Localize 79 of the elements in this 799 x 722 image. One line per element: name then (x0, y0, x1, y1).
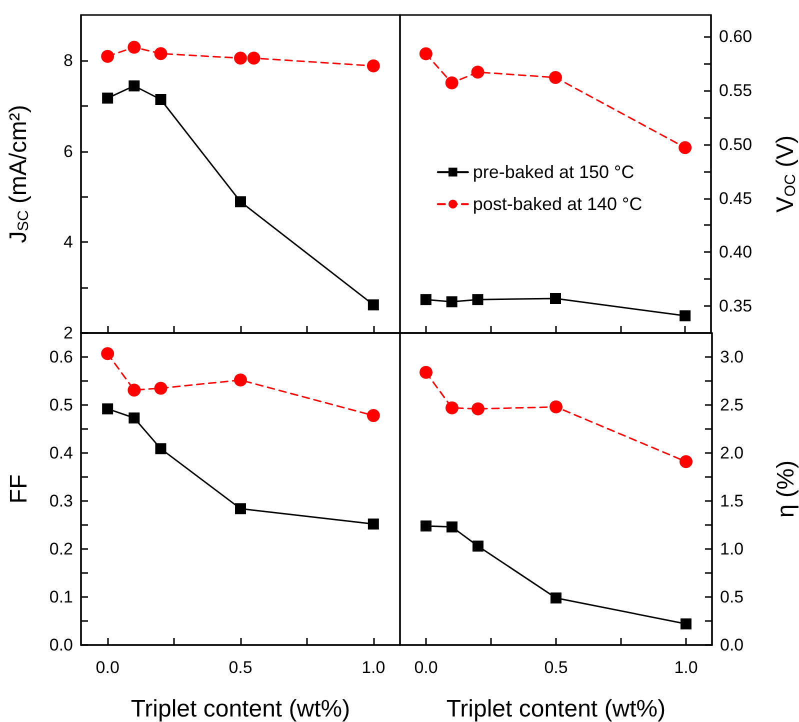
point (128, 80, 140, 92)
y-tick-label: 0.5 (720, 588, 744, 606)
y-tick-label: 0.55 (719, 80, 752, 100)
y-tick-label: 0.3 (49, 492, 73, 510)
point (368, 518, 379, 530)
y-axis-title: η (%) (772, 460, 799, 518)
point (154, 382, 168, 395)
point (128, 40, 141, 54)
point (680, 455, 692, 468)
y-tick-label: 0.0 (49, 636, 73, 654)
y-tick-label: 0.60 (719, 27, 752, 46)
x-tick-label: 1.0 (362, 658, 386, 677)
point (549, 71, 562, 84)
y-tick-label: 0.40 (719, 242, 752, 262)
point (154, 47, 168, 60)
x-axis-title: Triplet content (wt%) (130, 696, 350, 722)
point (155, 94, 166, 105)
point (235, 503, 246, 514)
x-tick-label: 0.5 (544, 658, 568, 677)
x-tick-label: 1.0 (674, 658, 698, 677)
y-axis-title: JSC (mA/cm²) (5, 104, 32, 244)
legend-label: pre-baked at 150 °C (472, 162, 634, 182)
y-tick-label: 1.5 (720, 492, 744, 510)
x-tick-label: 0.0 (414, 658, 438, 677)
y-tick-label: 0.4 (49, 444, 73, 462)
point (419, 47, 432, 60)
legend-label: post-baked at 140 °C (472, 194, 642, 214)
y-tick-label: 0.0 (720, 636, 744, 654)
point (471, 66, 484, 79)
point (472, 294, 484, 306)
x-tick-label: 0.5 (228, 658, 252, 677)
point (420, 520, 432, 532)
y-tick-label: 0.45 (719, 188, 752, 208)
point (680, 310, 691, 322)
y-tick-label: 2.0 (720, 444, 744, 462)
y-tick-label: 2 (64, 324, 73, 342)
point (128, 412, 140, 424)
point (472, 402, 484, 416)
y-tick-label: 0.35 (719, 296, 752, 316)
point (101, 50, 114, 63)
y-tick-label: 1.0 (720, 540, 744, 558)
point (420, 366, 432, 379)
point (366, 59, 380, 72)
point (234, 52, 247, 65)
point (550, 293, 561, 304)
y-tick-label: 4 (64, 232, 73, 252)
point (678, 141, 692, 154)
point (102, 92, 114, 104)
point (680, 618, 692, 630)
y-tick-label: 8 (64, 50, 73, 70)
point (101, 347, 114, 360)
point (366, 409, 380, 422)
x-axis-title: Triplet content (wt%) (446, 696, 666, 722)
y-tick-label: 3.0 (720, 348, 744, 366)
point (420, 294, 432, 306)
x-tick-label: 0.0 (96, 658, 120, 677)
point (446, 521, 458, 532)
point (446, 296, 458, 308)
point (235, 196, 246, 208)
point (102, 403, 114, 414)
point (234, 374, 247, 387)
point (446, 401, 458, 414)
y-axis-title: FF (6, 474, 32, 504)
y-tick-label: 0.5 (49, 396, 73, 414)
point (472, 540, 484, 552)
y-tick-label: 0.1 (49, 588, 73, 606)
y-tick-label: 0.6 (49, 348, 73, 366)
point (550, 592, 562, 604)
y-tick-label: 6 (64, 142, 73, 161)
y-tick-label: 2.5 (720, 396, 744, 414)
point (445, 76, 458, 90)
y-tick-label: 0.2 (49, 540, 73, 558)
point (247, 52, 260, 65)
point (550, 400, 562, 414)
y-tick-label: 0.50 (719, 134, 752, 154)
y-axis-title: VOC (V) (772, 135, 799, 213)
point (368, 299, 379, 310)
point (155, 443, 166, 454)
point (128, 384, 141, 397)
